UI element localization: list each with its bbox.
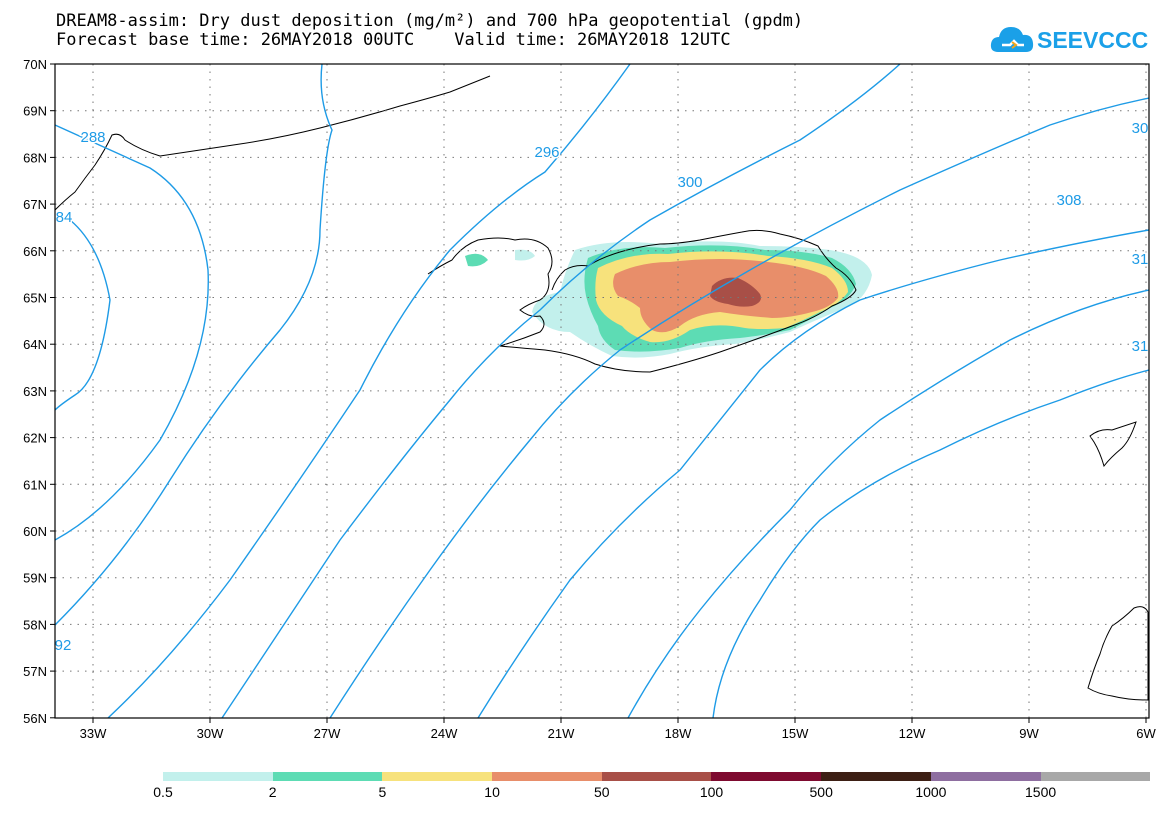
lon-label: 6W — [1136, 726, 1156, 741]
valid-time: Valid time: 26MAY2018 12UTC — [454, 30, 731, 50]
contour-label: 300 — [677, 174, 702, 191]
legend-level-label: 2 — [268, 784, 277, 800]
lat-label: 65N — [23, 291, 47, 306]
legend-level-label: 5 — [378, 784, 387, 800]
contour-label: 288 — [80, 129, 105, 146]
legend-colorbar — [163, 772, 1151, 781]
legend-level-label: 1500 — [1025, 784, 1057, 800]
dust-level-0.5-west — [515, 249, 535, 261]
lon-label: 30W — [197, 726, 224, 741]
geopotential-contour — [221, 64, 901, 718]
map-title: DREAM8-assim: Dry dust deposition (mg/m²… — [56, 11, 804, 31]
lon-label: 24W — [431, 726, 458, 741]
lat-label: 70N — [23, 57, 47, 72]
coastline-greenland — [55, 75, 491, 211]
lat-label: 69N — [23, 104, 47, 119]
map-frame — [54, 63, 1150, 719]
geopotential-contour — [55, 64, 333, 626]
lat-label: 63N — [23, 384, 47, 399]
lat-label: 59N — [23, 571, 47, 586]
geopotential-contours — [55, 64, 1149, 718]
lon-label: 9W — [1019, 726, 1039, 741]
geopotential-contour — [55, 124, 209, 541]
lat-label: 66N — [23, 244, 47, 259]
lon-label: 18W — [665, 726, 692, 741]
contour-label: 308 — [1056, 192, 1081, 209]
lat-label: 61N — [23, 477, 47, 492]
legend-level-label: 10 — [484, 784, 500, 800]
lat-label: 64N — [23, 337, 47, 352]
forecast-base-time: Forecast base time: 26MAY2018 00UTC — [56, 30, 415, 50]
cloud-icon: SEEVCCC — [990, 27, 1148, 53]
coastlines — [55, 75, 1149, 701]
contour-labels: 288 296 300 308 84 92 30 31 31 — [53, 119, 1150, 656]
legend-level-label: 500 — [809, 784, 833, 800]
geopotential-contour — [627, 289, 1149, 718]
lon-label: 33W — [80, 726, 107, 741]
seevccc-logo: SEEVCCC — [990, 18, 1150, 58]
contour-label: 84 — [56, 209, 73, 226]
legend-swatch — [1040, 772, 1151, 781]
legend-level-label: 50 — [594, 784, 610, 800]
dust-deposition-field — [465, 241, 872, 358]
lat-label: 58N — [23, 617, 47, 632]
legend-swatch — [821, 772, 931, 781]
legend-swatch — [272, 772, 383, 781]
lat-label: 67N — [23, 197, 47, 212]
geopotential-contour — [55, 219, 111, 411]
lat-label: 62N — [23, 431, 47, 446]
legend-swatch — [601, 772, 712, 781]
lon-label: 12W — [899, 726, 926, 741]
geopotential-contour — [477, 229, 1149, 718]
legend-swatch — [930, 772, 1041, 781]
coastline-iceland — [427, 229, 857, 373]
legend-level-label: 100 — [699, 784, 724, 800]
logo-text: SEEVCCC — [1037, 27, 1148, 53]
contour-label: 31 — [1132, 251, 1149, 268]
legend-swatch — [382, 772, 493, 781]
coastline-faroes — [1089, 421, 1137, 468]
geopotential-contour — [712, 369, 1149, 718]
lat-label: 56N — [23, 711, 47, 726]
lon-label: 27W — [314, 726, 341, 741]
axis-labels: 33W 30W 27W 24W 21W 18W 15W 12W 9W 6W 70N 69N 68N 67N… — [23, 57, 1156, 741]
lon-label: 21W — [548, 726, 575, 741]
legend-level-label: 1000 — [915, 784, 947, 800]
contour-label: 30 — [1132, 120, 1149, 137]
graticule — [55, 64, 1149, 718]
contour-label: 92 — [55, 637, 72, 654]
coastline-scotland — [1087, 606, 1149, 701]
legend-level-label: 0.5 — [153, 784, 173, 800]
lon-label: 15W — [782, 726, 809, 741]
lat-label: 57N — [23, 664, 47, 679]
dust-level-50 — [710, 277, 761, 307]
time-info: Forecast base time: 26MAY2018 00UTC Valid… — [56, 31, 731, 50]
geopotential-contour — [329, 97, 1149, 718]
lat-label: 60N — [23, 524, 47, 539]
dust-level-2-spot — [465, 253, 488, 267]
legend-swatch — [163, 772, 273, 781]
contour-label: 296 — [534, 144, 559, 161]
lat-label: 68N — [23, 150, 47, 165]
geopotential-contour — [107, 64, 631, 718]
legend-swatch — [492, 772, 602, 781]
legend-swatch — [711, 772, 822, 781]
contour-label: 31 — [1132, 338, 1149, 355]
